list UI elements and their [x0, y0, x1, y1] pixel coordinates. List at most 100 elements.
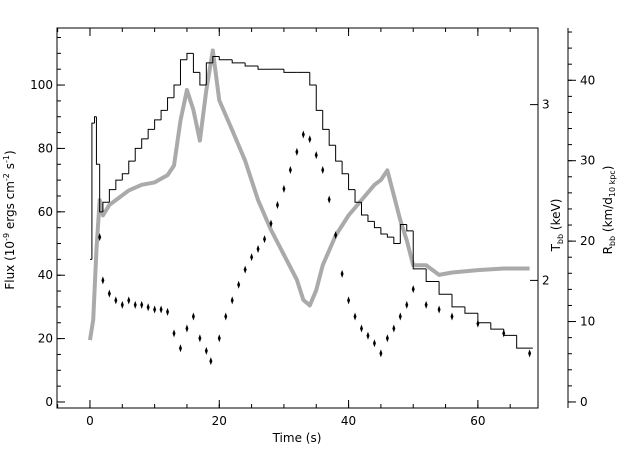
flux-step [199, 72, 207, 86]
radius-band [87, 48, 530, 341]
temperature-point [437, 305, 441, 314]
flux-step [218, 56, 233, 61]
y-tick-label: 20 [38, 332, 53, 346]
y2-tick-label: 3 [542, 98, 550, 112]
temperature-point [353, 312, 357, 321]
temperature-point [230, 296, 234, 305]
flux-step [102, 201, 110, 212]
y2-tick-label: 2 [542, 273, 550, 287]
flux-step [490, 322, 504, 330]
temperature-point [140, 300, 144, 309]
temperature-point [340, 269, 344, 278]
temperature-point [528, 349, 532, 358]
y-axis-label-part: -9 [2, 233, 11, 241]
flux-step [477, 313, 491, 324]
flux-step [315, 85, 323, 111]
y-tick-label: 100 [30, 78, 53, 92]
temperature-point [411, 285, 415, 294]
temperature-point [204, 346, 208, 355]
temperature-point [191, 312, 195, 321]
temperature-point [250, 253, 254, 262]
y3-axis-label-part: (km/d [601, 197, 615, 236]
temperature-point [224, 312, 228, 321]
x-tick-label: 60 [470, 414, 485, 428]
y3-tick-label: 30 [580, 154, 595, 168]
y-axis-label-part: Flux (10 [3, 241, 17, 290]
y3-tick-label: 20 [580, 234, 595, 248]
flux-step [179, 59, 187, 86]
temperature-point [450, 312, 454, 321]
y3-tick-label: 40 [580, 73, 595, 87]
temperature-point [256, 245, 260, 254]
flux-step [244, 62, 259, 67]
temperature-point [366, 331, 370, 340]
y3-axis-label-part: 10 kpc [608, 170, 617, 197]
flux-step [386, 234, 394, 238]
temperature-point [133, 300, 137, 309]
temperature-point [166, 307, 170, 316]
flux-step [309, 72, 317, 86]
flux-step [425, 268, 440, 283]
temperature-point [263, 235, 267, 244]
y-axis-label-part: -1 [2, 155, 11, 163]
temperature-point [476, 319, 480, 328]
temperature-point [321, 166, 325, 175]
temperature-point [347, 296, 351, 305]
temperature-point [185, 324, 189, 333]
flux-step [147, 128, 155, 139]
flux-step [283, 69, 297, 73]
flux-step [373, 221, 381, 229]
temperature-point [392, 324, 396, 333]
temperature-point [178, 344, 182, 353]
temperature-point [114, 296, 118, 305]
flux-step [95, 116, 100, 165]
y3-axis-label: Rbb (km/d10 kpc) [601, 166, 617, 255]
flux-step [380, 227, 388, 235]
flux-step [128, 160, 136, 174]
temperature-point [120, 300, 124, 309]
temperature-point [159, 305, 163, 314]
plot-frame [56, 27, 539, 409]
temperature-point [282, 184, 286, 193]
flux-step [516, 335, 533, 349]
flux-step [192, 53, 200, 73]
y-tick-label: 60 [38, 205, 53, 219]
flux-step [160, 109, 168, 120]
temperature-point [301, 130, 305, 139]
temperature-point [360, 324, 364, 333]
flux-step [186, 52, 194, 60]
flux-step [173, 84, 181, 98]
temperature-point [334, 231, 338, 240]
temperature-point [243, 265, 247, 274]
flux-step [257, 66, 271, 70]
flux-step [335, 145, 343, 162]
flux-step [399, 223, 407, 244]
temperature-point [308, 135, 312, 144]
temperature-point [217, 334, 221, 343]
y2-axis-label: Tbb (keV) [549, 199, 565, 253]
flux-step [361, 202, 368, 216]
flux-step [503, 329, 517, 336]
flux-step [393, 237, 401, 245]
temperature-point [209, 357, 213, 366]
flux-step [328, 129, 336, 146]
temperature-point [398, 312, 402, 321]
temperature-point [385, 334, 389, 343]
y3-axis-label-part: bb [608, 236, 617, 246]
temperature-point [314, 151, 318, 160]
flux-step [464, 306, 478, 314]
flux-step [438, 281, 453, 295]
flux-step [93, 116, 97, 124]
flux-step [367, 214, 375, 222]
y-axis-label-part: s [3, 163, 17, 173]
y-axis-label-part: ) [3, 150, 17, 155]
y2-axis-label-part: T [549, 243, 563, 252]
flux-step [412, 230, 427, 270]
x-tick-label: 0 [86, 414, 94, 428]
y-tick-label: 0 [45, 395, 53, 409]
flux-step [451, 294, 465, 308]
y-tick-label: 40 [38, 268, 53, 282]
temperature-point [127, 296, 131, 305]
temperature-point [288, 166, 292, 175]
